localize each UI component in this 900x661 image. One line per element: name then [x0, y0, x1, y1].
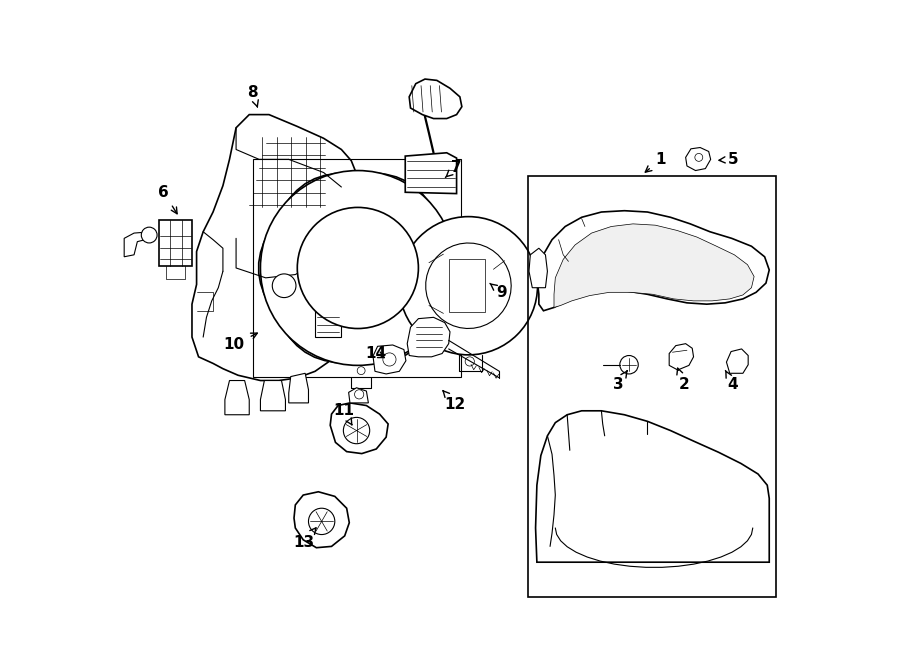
Circle shape [357, 367, 365, 375]
Polygon shape [670, 344, 694, 370]
Circle shape [465, 357, 474, 366]
Text: 14: 14 [365, 346, 387, 361]
Circle shape [309, 508, 335, 535]
Text: 8: 8 [248, 85, 258, 107]
Text: 11: 11 [333, 403, 354, 425]
Text: 7: 7 [446, 160, 462, 177]
Polygon shape [315, 311, 341, 337]
Polygon shape [258, 173, 457, 364]
Text: 5: 5 [719, 152, 738, 167]
Circle shape [297, 208, 418, 329]
Text: 1: 1 [645, 152, 666, 172]
Polygon shape [529, 249, 547, 288]
Polygon shape [726, 349, 748, 373]
Polygon shape [536, 410, 770, 563]
Circle shape [382, 353, 396, 366]
Circle shape [355, 390, 364, 399]
Polygon shape [260, 381, 285, 410]
Text: 2: 2 [677, 368, 689, 392]
Text: 3: 3 [613, 371, 627, 392]
Polygon shape [407, 317, 450, 357]
Polygon shape [426, 243, 511, 329]
Circle shape [695, 153, 703, 161]
Circle shape [260, 171, 455, 366]
Text: 4: 4 [725, 370, 738, 392]
Polygon shape [686, 147, 711, 171]
Polygon shape [330, 403, 388, 453]
Polygon shape [405, 153, 456, 194]
Polygon shape [554, 224, 754, 307]
Polygon shape [348, 388, 368, 403]
Polygon shape [449, 259, 485, 312]
Text: 12: 12 [443, 391, 466, 412]
Circle shape [141, 227, 158, 243]
Circle shape [344, 417, 370, 444]
Polygon shape [192, 114, 356, 381]
Text: 13: 13 [293, 528, 316, 550]
Text: 6: 6 [158, 185, 177, 214]
Polygon shape [124, 232, 150, 256]
Circle shape [620, 356, 638, 374]
Circle shape [400, 217, 537, 355]
Polygon shape [225, 381, 249, 414]
Polygon shape [289, 373, 309, 403]
Polygon shape [410, 79, 462, 118]
Polygon shape [537, 211, 770, 311]
Text: 9: 9 [490, 284, 507, 300]
Bar [527, 176, 776, 597]
Circle shape [273, 274, 296, 297]
Text: 10: 10 [223, 333, 257, 352]
Polygon shape [294, 492, 349, 548]
Polygon shape [159, 220, 192, 266]
Polygon shape [373, 345, 406, 374]
